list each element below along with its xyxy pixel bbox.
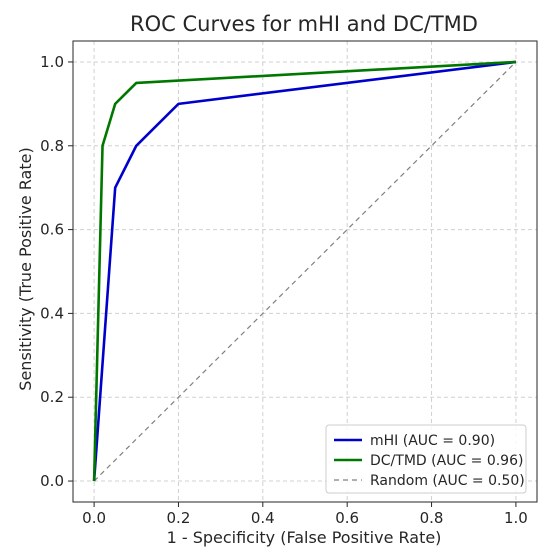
x-axis-label: 1 - Specificity (False Positive Rate)	[167, 528, 442, 547]
y-tick-label: 0.6	[40, 221, 64, 239]
legend-label: DC/TMD (AUC = 0.96)	[370, 453, 523, 469]
legend-label: Random (AUC = 0.50)	[370, 473, 525, 489]
y-tick-label: 0.0	[40, 472, 64, 490]
x-tick-label: 0.6	[335, 509, 359, 527]
x-tick-label: 0.0	[82, 509, 106, 527]
y-tick-label: 0.8	[40, 137, 64, 155]
legend-box	[325, 424, 527, 494]
series-lines	[92, 60, 517, 482]
series-line-mhi	[92, 60, 517, 482]
series-line-random	[93, 61, 517, 482]
y-tick-label: 0.2	[40, 388, 64, 406]
series-line-dc-tmd	[92, 60, 516, 482]
y-tick-label: 1.0	[40, 53, 64, 71]
y-axis-label: Sensitivity (True Positive Rate)	[16, 147, 35, 390]
legend-items: mHI (AUC = 0.90) DC/TMD (AUC = 0.96) Rando…	[334, 433, 525, 489]
axis-ticks: 0.0 0.2 0.4 0.6 0.8 1.0 0.0 0.2 0.4 0.6 0.8 1.0	[40, 53, 528, 527]
y-tick-label: 0.4	[40, 304, 64, 322]
x-tick-label: 0.2	[167, 509, 191, 527]
plot-frame	[72, 40, 538, 503]
chart-title: ROC Curves for mHI and DC/TMD	[130, 12, 478, 36]
legend: mHI (AUC = 0.90) DC/TMD (AUC = 0.96) Rando…	[325, 424, 527, 494]
legend-label: mHI (AUC = 0.90)	[370, 433, 495, 449]
x-tick-label: 0.8	[420, 509, 444, 527]
x-tick-label: 0.4	[251, 509, 275, 527]
x-tick-label: 1.0	[504, 509, 528, 527]
